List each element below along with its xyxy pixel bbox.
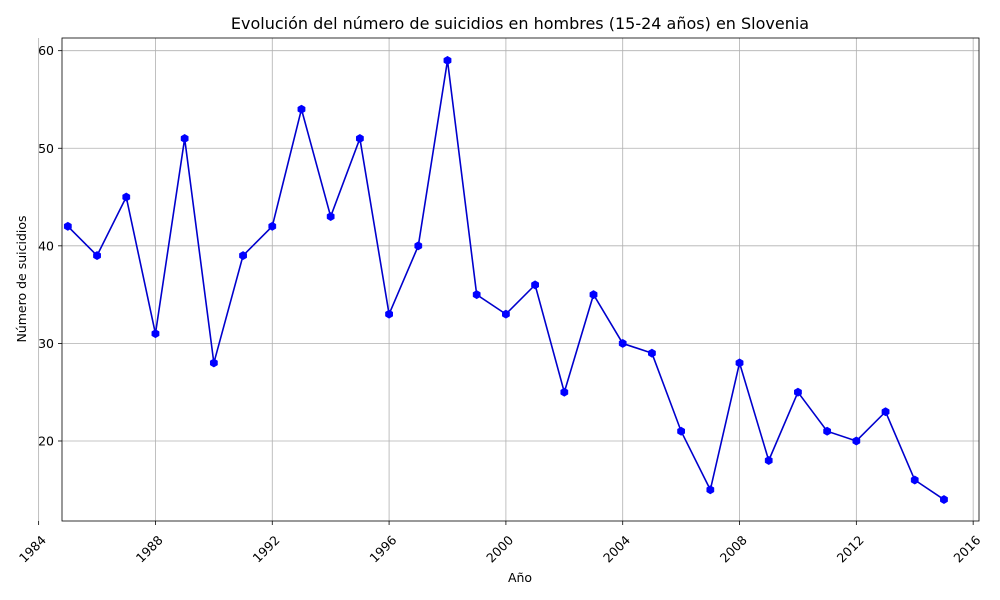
data-point <box>735 358 744 368</box>
data-point <box>151 329 160 339</box>
data-point <box>443 55 452 65</box>
data-point <box>297 104 306 114</box>
data-point <box>414 241 423 251</box>
data-point <box>852 436 861 446</box>
y-tick-label: 20 <box>38 433 54 448</box>
data-point <box>239 251 247 261</box>
data-point <box>881 407 890 417</box>
y-axis: 20 30 40 50 60 <box>38 43 62 448</box>
data-point <box>209 358 218 368</box>
data-point <box>63 221 72 231</box>
y-axis-label: Número de suicidios <box>14 215 29 342</box>
data-point <box>502 309 510 319</box>
y-tick-label: 40 <box>38 238 54 253</box>
data-point <box>355 134 364 143</box>
x-tick-label: 2000 <box>483 532 516 565</box>
x-tick-label: 1992 <box>250 532 283 565</box>
data-point <box>910 475 919 485</box>
plot-frame <box>61 37 980 522</box>
grid <box>38 38 979 521</box>
data-point <box>677 426 686 436</box>
data-point <box>268 221 277 231</box>
data-point <box>764 456 773 465</box>
data-point <box>531 280 539 290</box>
series <box>63 55 948 505</box>
x-tick-label: 2008 <box>717 532 750 565</box>
data-point <box>385 309 393 319</box>
x-tick-label: 1996 <box>366 532 399 565</box>
data-point <box>560 387 569 397</box>
data-point <box>940 495 948 505</box>
x-tick-label: 1984 <box>16 532 49 565</box>
y-tick-label: 50 <box>38 141 54 156</box>
x-tick-label: 2004 <box>600 532 633 565</box>
data-point <box>180 134 189 143</box>
data-point <box>794 387 802 397</box>
data-point <box>93 251 101 261</box>
data-point <box>648 348 656 358</box>
data-point <box>122 192 131 202</box>
data-point <box>472 290 481 300</box>
x-tick-label: 2016 <box>950 532 983 565</box>
x-tick-label: 2012 <box>834 532 867 565</box>
y-tick-label: 60 <box>38 43 54 58</box>
data-point <box>823 426 832 436</box>
data-point <box>706 485 715 495</box>
chart-title: Evolución del número de suicidios en hom… <box>231 14 809 33</box>
x-axis: 1984 1988 1992 1996 2000 2004 2008 2012 2016 <box>16 521 984 566</box>
data-point <box>326 212 335 222</box>
x-tick-label: 1988 <box>133 532 166 565</box>
y-tick-label: 30 <box>38 336 54 351</box>
data-point <box>618 338 627 348</box>
x-axis-label: Año <box>508 570 532 585</box>
data-point <box>589 290 598 300</box>
